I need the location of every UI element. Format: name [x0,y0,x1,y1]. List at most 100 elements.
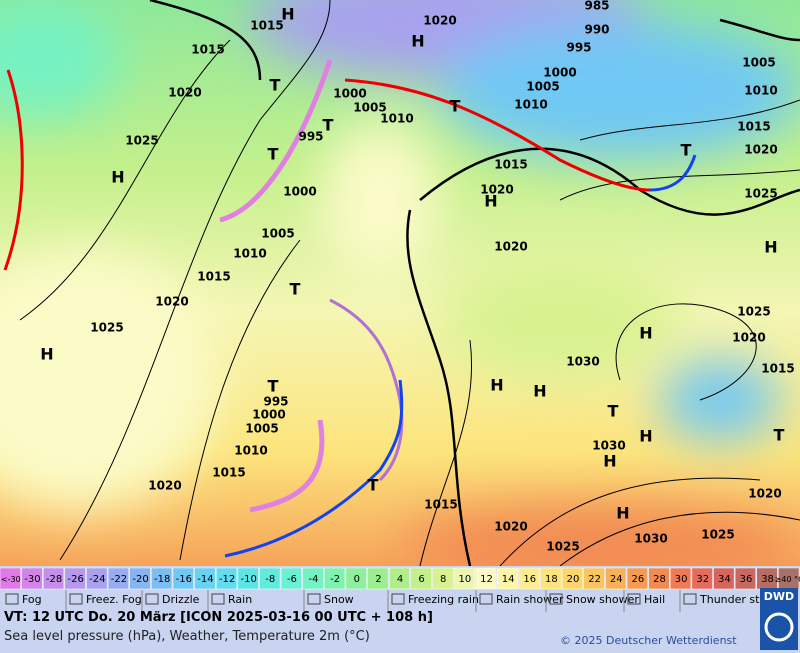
weather-symbol [683,593,697,605]
pressure-center: H [411,32,424,51]
isobar-label: 1000 [333,87,366,101]
isobar-label: 1015 [191,43,224,57]
temperature-label: 2 [375,574,381,585]
isobars [19,0,800,567]
pressure-center: T [450,97,461,116]
temperature-swatch [410,567,432,590]
main-isobars [149,0,800,567]
isobar-label: 985 [584,0,609,13]
temperature-swatch [107,567,129,590]
isobar-label: 1010 [514,98,547,112]
isobar-label: 1030 [592,439,625,453]
temperature-label: -10 [240,574,256,585]
temperature-swatch [280,567,302,590]
isobar-label: 1025 [701,528,734,542]
temperature-swatch [605,567,627,590]
pressure-center: T [608,402,619,421]
temperature-label: -14 [197,574,213,585]
temperature-label: -30 [24,574,40,585]
temperature-swatch [172,567,194,590]
weather-label: Freez. Fog [86,593,142,606]
temperature-swatch [0,567,21,590]
temperature-swatch [475,567,497,590]
temperature-swatch [388,567,411,590]
isobar-label: 995 [566,41,591,55]
temperature-label: 26 [631,574,644,585]
isobar-label: 1000 [252,408,285,422]
isobar-label: 995 [263,395,288,409]
weather-label: Snow [324,593,354,606]
temperature-swatch [432,567,454,590]
pressure-center: H [281,5,294,24]
copyright: © 2025 Deutscher Wetterdienst [560,634,737,647]
temperature-swatch [670,567,692,590]
temperature-label: -2 [330,574,340,585]
pressure-center: T [774,426,785,445]
isobar-label: 1025 [744,187,777,201]
temperature-swatch [497,567,519,590]
temperature-swatch [129,567,151,590]
temperature-label: -4 [309,574,319,585]
temperature-label: 12 [480,574,493,585]
temperature-label: 0 [354,574,360,585]
temperature-label: 24 [610,574,623,585]
weather-symbol [145,593,159,605]
isobar-label: 990 [584,23,609,37]
pressure-center: H [603,452,616,471]
isobar-label: 1010 [380,112,413,126]
isobar-label: 1025 [737,305,770,319]
description: Sea level pressure (hPa), Weather, Tempe… [4,629,370,644]
weather-label: Rain shower [496,593,564,606]
temperature-swatch [734,567,757,590]
temperature-label: 4 [397,574,403,585]
isobar-label: 1000 [543,66,576,80]
isobar-label: 1000 [283,185,316,199]
temperature-swatch [713,567,735,590]
temperature-swatch [237,567,259,590]
temperature-swatch [259,567,281,590]
pressure-center: H [484,192,497,211]
pressure-center: H [639,427,652,446]
logo-text: DWD [764,590,794,603]
isobar-label: 1020 [148,479,181,493]
temperature-swatch [583,567,605,590]
temperature-swatch [324,567,346,590]
temperature-label: ≥40 °C [775,575,800,584]
isobar-label: 1005 [742,56,775,70]
temperature-swatch [626,567,648,590]
weather-symbol [69,593,83,605]
temperature-swatch [648,567,670,590]
isobar-label: 1020 [494,520,527,534]
temperature-label: -28 [46,574,62,585]
temperature-swatch [151,567,173,590]
weather-symbol [307,593,321,605]
weather-label: Snow shower [566,593,639,606]
pressure-center: T [268,377,279,396]
isobar-label: 1015 [424,498,457,512]
isobar-label: 1020 [480,183,513,197]
temperature-label: 8 [440,574,446,585]
isobar-label: 1015 [212,466,245,480]
isobar-label: 1025 [90,321,123,335]
temperature-label: 36 [740,574,753,585]
temperature-field [0,0,800,585]
temperature-swatch [345,567,367,590]
isobar-label: 1020 [744,143,777,157]
temperature-label: -6 [287,574,297,585]
temperature-label: 14 [502,574,515,585]
temperature-label: -16 [176,574,192,585]
temperature-label: -22 [111,574,127,585]
isobar-label: 995 [298,130,323,144]
temperature-label: 34 [718,574,731,585]
weather-symbol [479,593,493,605]
temperature-swatch [42,567,65,590]
isobar-label: 1020 [423,14,456,28]
temperature-label: 28 [653,574,666,585]
isobar-label: 1005 [245,422,278,436]
pressure-center: H [533,382,546,401]
temperature-label: -8 [265,574,275,585]
isobar-label: 1020 [494,240,527,254]
isobar-label: 1010 [233,247,266,261]
